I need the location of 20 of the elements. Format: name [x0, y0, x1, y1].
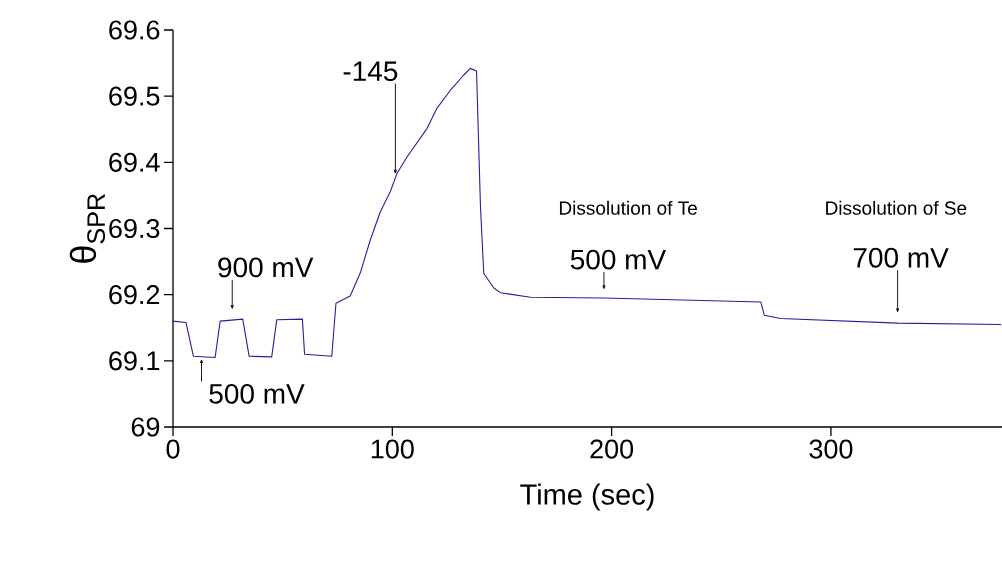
y-tick-label: 69.4 [109, 152, 160, 172]
annotation: -145 [343, 61, 398, 82]
y-tick-label: 69.5 [109, 86, 160, 106]
y-tick-label: 69.3 [109, 218, 160, 239]
annotation: Dissolution of Se [826, 200, 967, 215]
y-tick-label: 69 [131, 417, 160, 437]
x-tick-label: 200 [590, 439, 634, 459]
x-tick-label: 0 [166, 439, 180, 459]
x-tick-label: 300 [809, 439, 853, 459]
x-axis-title: Time (sec) [520, 483, 654, 511]
x-tick-label: 100 [371, 439, 414, 459]
annotation: 500 mV [570, 249, 667, 270]
y-tick-label: 69.6 [109, 20, 160, 40]
annotation: 900 mV [218, 257, 314, 278]
annotation: Dissolution of Te [559, 200, 697, 215]
y-tick-label: 69.1 [109, 351, 160, 371]
annotation: 500 mV [209, 383, 305, 404]
y-axis-title: θ$_{SPR}$ [69, 193, 106, 263]
y-tick-label: 69.2 [109, 285, 160, 305]
annotation: 700 mV [853, 247, 949, 268]
